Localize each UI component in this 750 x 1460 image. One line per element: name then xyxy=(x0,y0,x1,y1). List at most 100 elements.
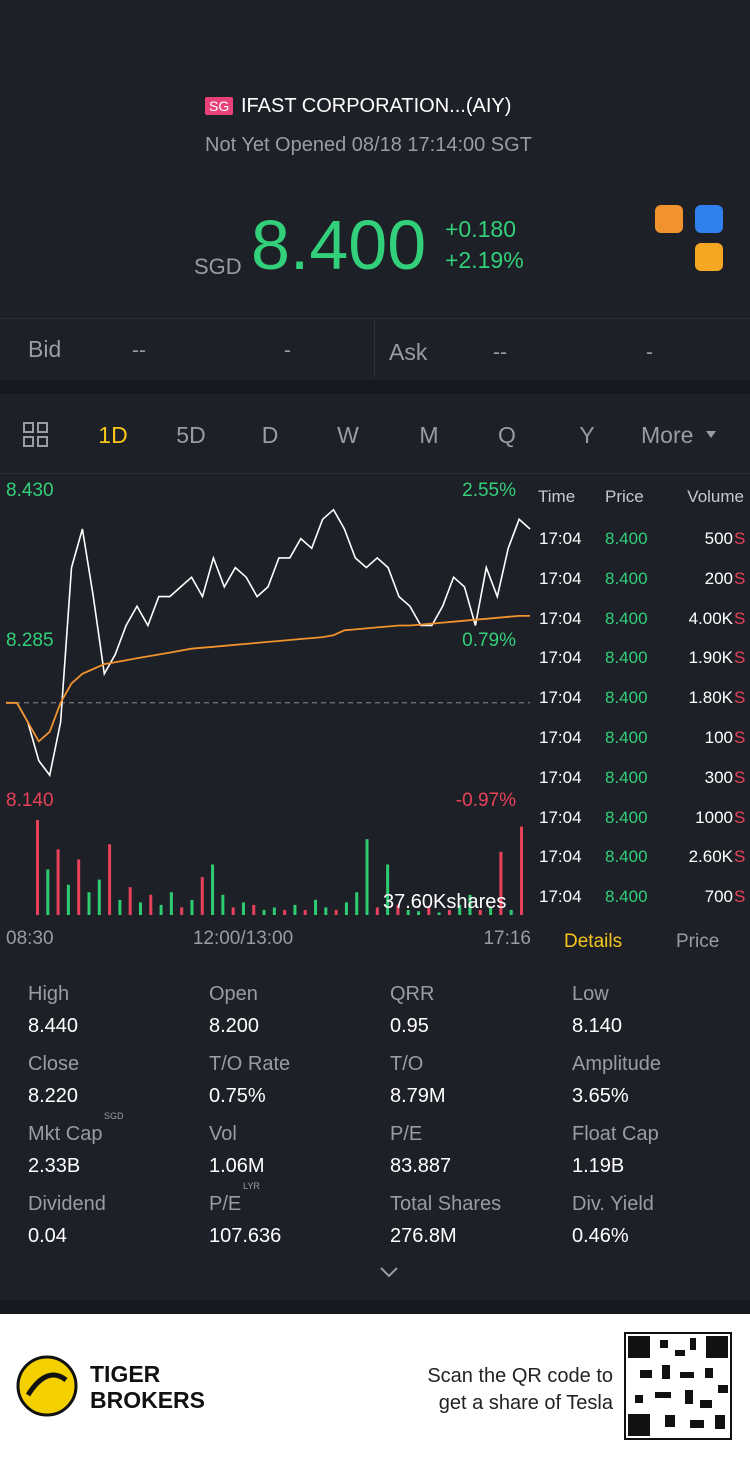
divider xyxy=(0,473,750,474)
trade-side: S xyxy=(734,887,746,907)
volume-bar xyxy=(386,864,390,915)
trade-side: S xyxy=(734,767,746,787)
last-price: 8.400 xyxy=(251,206,427,284)
volume-bar xyxy=(447,909,451,915)
grid-icon[interactable] xyxy=(23,422,48,447)
trade-side: S xyxy=(734,688,746,708)
volume-bar xyxy=(149,894,153,915)
volume-bar xyxy=(509,909,513,915)
volume-bar xyxy=(118,899,122,915)
volume-bar xyxy=(77,859,81,915)
trade-price: 8.400 xyxy=(605,529,648,548)
x-tick-label: 17:16 xyxy=(483,928,531,949)
volume-bar xyxy=(283,909,287,915)
stat-value: 1.19B xyxy=(572,1155,625,1177)
trade-side: S xyxy=(734,728,746,747)
section-gap xyxy=(0,1300,750,1314)
volume-bar xyxy=(499,851,503,915)
stat-label: P/E xyxy=(209,1193,242,1215)
x-tick-label: 12:00/13:00 xyxy=(192,928,294,949)
volume-bar xyxy=(406,909,410,915)
stat-value: 107.636 xyxy=(209,1225,282,1247)
bid-label: Bid xyxy=(28,336,62,362)
y2-tick-label: 2.55% xyxy=(462,480,516,501)
x-tick-label: 08:30 xyxy=(6,928,54,949)
stat-label: P/E xyxy=(390,1123,423,1145)
stat-label: Low xyxy=(572,983,609,1005)
period-tab[interactable]: Y xyxy=(579,422,595,448)
table-header: Price xyxy=(605,487,644,506)
volume-bar xyxy=(138,902,142,915)
trade-side: S xyxy=(734,807,746,827)
period-tab[interactable]: More xyxy=(641,422,694,448)
stat-value: 0.75% xyxy=(209,1085,266,1107)
stat-label: T/O Rate xyxy=(209,1053,291,1075)
volume-bar xyxy=(221,894,225,915)
period-tab[interactable]: 1D xyxy=(98,422,128,448)
divider xyxy=(374,320,375,378)
stat-value: 83.887 xyxy=(390,1155,452,1177)
stat-superscript: LYR xyxy=(243,1181,260,1191)
volume-bar xyxy=(437,912,441,915)
ask-label: Ask xyxy=(389,339,428,365)
expand-arrow[interactable] xyxy=(380,1267,398,1278)
period-tab[interactable]: 5D xyxy=(176,422,206,448)
stat-label: T/O xyxy=(390,1053,424,1075)
trade-side: S xyxy=(734,529,746,548)
brand-name: TIGER xyxy=(90,1361,161,1387)
volume-bar xyxy=(180,907,184,915)
market-status: Not Yet Opened 08/18 17:14:00 SGT xyxy=(205,134,532,156)
price-tab[interactable]: Price xyxy=(676,931,720,952)
trade-price: 8.400 xyxy=(605,688,648,708)
icon[interactable] xyxy=(695,243,723,271)
period-tab[interactable]: D xyxy=(261,422,279,448)
price-change: +0.180 xyxy=(445,216,516,242)
stat-value: 0.95 xyxy=(390,1015,429,1037)
trade-volume: 100 xyxy=(704,728,733,747)
trade-volume: 700 xyxy=(704,887,733,907)
trade-volume: 1.80K xyxy=(688,688,733,708)
divider xyxy=(0,318,750,319)
icon[interactable] xyxy=(695,205,723,233)
stat-value: 0.46% xyxy=(572,1225,629,1247)
stat-label: QRR xyxy=(390,983,435,1005)
trade-price: 8.400 xyxy=(605,847,648,867)
trade-price: 8.400 xyxy=(605,648,648,668)
trade-volume: 2.60K xyxy=(688,847,733,867)
period-tab[interactable]: M xyxy=(419,422,439,448)
stat-label: Amplitude xyxy=(572,1053,661,1075)
stat-value: 3.65% xyxy=(572,1085,629,1107)
volume-bar xyxy=(303,909,307,915)
bid-price: -- xyxy=(132,339,146,362)
volume-bar xyxy=(293,904,297,915)
trade-time: 17:04 xyxy=(539,529,582,548)
volume-bar xyxy=(108,844,112,915)
currency: SGD xyxy=(194,254,242,279)
volume-label: 37.60Kshares xyxy=(383,891,507,913)
trade-time: 17:04 xyxy=(539,648,582,668)
y-tick-label: 8.430 xyxy=(6,480,54,501)
volume-bar xyxy=(344,902,348,915)
volume-bar xyxy=(169,892,173,915)
volume-bar xyxy=(458,904,462,915)
y2-tick-label: 0.79% xyxy=(462,630,516,651)
logo-mark xyxy=(25,1372,68,1397)
volume-bar xyxy=(211,864,215,915)
trade-time: 17:04 xyxy=(539,568,582,588)
stat-value: 8.220 xyxy=(28,1085,79,1107)
period-tab[interactable]: W xyxy=(337,422,359,448)
stat-value: 8.440 xyxy=(28,1015,79,1037)
volume-bar xyxy=(417,911,421,915)
volume-bar xyxy=(468,894,472,915)
volume-bar xyxy=(334,909,338,915)
trade-volume: 1000 xyxy=(695,807,733,827)
promo-text: Scan the QR code to xyxy=(427,1365,613,1387)
icon[interactable] xyxy=(655,205,683,233)
y-tick-label: 8.285 xyxy=(6,630,54,651)
period-tab[interactable]: Q xyxy=(498,422,516,448)
volume-bar xyxy=(241,902,245,915)
volume-bar xyxy=(87,892,91,915)
volume-bar xyxy=(375,907,379,915)
details-tab[interactable]: Details xyxy=(564,931,623,952)
